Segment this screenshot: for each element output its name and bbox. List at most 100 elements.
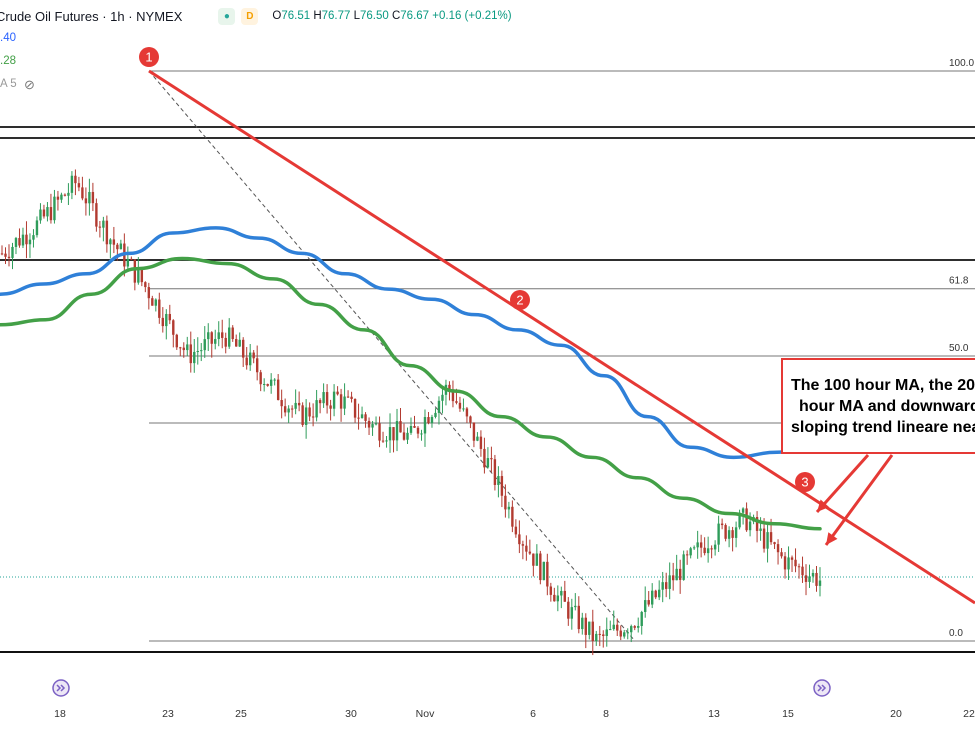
candle-body — [706, 548, 710, 554]
candle-body — [11, 246, 14, 258]
candle-body — [671, 575, 675, 581]
candle-body — [577, 605, 580, 630]
candle-body — [266, 383, 269, 386]
candle-body — [56, 196, 60, 200]
candle-body — [815, 572, 818, 586]
candle-body — [514, 526, 518, 535]
candle-body — [221, 332, 224, 338]
candle-body — [186, 344, 189, 351]
candle-body — [497, 476, 500, 485]
symbol-title[interactable]: Crude Oil Futures · 1h · NYMEX — [0, 8, 183, 24]
candle-body — [619, 630, 622, 637]
ohlc-change: +0.16 (+0.21%) — [432, 10, 512, 22]
candle-body — [165, 313, 168, 327]
candle-body — [717, 523, 720, 545]
candle-body — [116, 244, 119, 250]
candle-body — [14, 238, 18, 247]
market-status-icon[interactable]: ● — [218, 7, 236, 25]
candle-body — [637, 625, 640, 628]
candle-body — [269, 379, 273, 386]
candle-body — [808, 576, 811, 582]
candle-body — [818, 580, 822, 586]
candle-body — [776, 544, 780, 553]
candle-body — [710, 548, 713, 550]
candle-body — [416, 427, 420, 434]
candle-body — [406, 432, 409, 440]
candle-body — [280, 400, 283, 407]
fib-level-label: 61.8 — [949, 276, 969, 287]
candle-body — [172, 320, 175, 335]
candle-body — [4, 253, 7, 257]
candle-body — [766, 532, 769, 549]
candle-body — [661, 582, 664, 590]
candle-body — [483, 448, 486, 468]
candle-body — [741, 508, 745, 513]
candle-body — [472, 422, 476, 441]
candle-body — [500, 476, 504, 496]
swing-marker-label: 2 — [516, 293, 523, 308]
candle-body — [308, 407, 311, 417]
candle-body — [35, 220, 39, 236]
candle-body — [140, 269, 144, 283]
candle-body — [360, 414, 364, 418]
candle-body — [255, 358, 259, 373]
candle-body — [252, 352, 255, 359]
candle-body — [507, 506, 511, 510]
time-axis-tick-label: 18 — [54, 708, 66, 720]
candle-body — [644, 600, 647, 612]
candle-body — [616, 624, 619, 631]
candle-body — [773, 542, 776, 545]
candle-body — [724, 525, 727, 539]
replay-start-button[interactable] — [52, 679, 70, 697]
candle-body — [374, 423, 378, 425]
candle-body — [563, 590, 567, 602]
candle-body — [567, 601, 570, 619]
candle-body — [692, 547, 696, 549]
candle-body — [727, 530, 731, 539]
candle-body — [595, 633, 598, 642]
candle-body — [640, 611, 643, 626]
candle-body — [63, 194, 67, 196]
candle-body — [231, 327, 234, 340]
candle-body — [367, 420, 371, 428]
candle-body — [451, 389, 455, 402]
candle-body — [657, 589, 661, 598]
indicator-value-ma200: .28 — [0, 55, 16, 67]
candle-body — [144, 282, 147, 288]
candle-body — [682, 554, 685, 580]
candle-body — [504, 495, 507, 510]
time-axis-tick-label: 15 — [782, 708, 794, 720]
candle-body — [790, 557, 794, 560]
candle-body — [318, 400, 322, 404]
candle-body — [200, 350, 203, 352]
candle-body — [53, 196, 56, 221]
callout-arrow — [824, 454, 894, 546]
callout-arrowhead — [817, 499, 830, 512]
candle-body — [703, 547, 706, 554]
candle-body — [546, 561, 549, 587]
candle-body — [214, 339, 217, 344]
candle-body — [476, 436, 479, 441]
time-axis-tick-label: 13 — [708, 708, 720, 720]
data-delay-badge[interactable]: D — [241, 7, 259, 25]
callout-line-2: hour MA and downward — [799, 398, 975, 415]
candle-body — [469, 416, 472, 423]
replay-end-button[interactable] — [813, 679, 831, 697]
candle-body — [762, 528, 766, 549]
replay-buttons — [52, 679, 831, 697]
candle-body — [479, 436, 483, 449]
candle-body — [518, 534, 521, 545]
chevrons-right-icon — [56, 684, 66, 692]
candle-body — [49, 207, 53, 221]
time-axis-tick-label: 25 — [235, 708, 247, 720]
candle-body — [137, 269, 140, 283]
candle-body — [151, 298, 154, 306]
time-axis: 18 23 25 30 Nov 6 8 13 15 20 22 — [54, 708, 975, 720]
candle-body — [598, 633, 601, 635]
eye-hidden-icon[interactable]: ⊘ — [24, 77, 35, 92]
candle-body — [242, 339, 245, 358]
price-candles — [0, 169, 822, 656]
candle-body — [780, 552, 783, 557]
candle-body — [67, 192, 70, 196]
